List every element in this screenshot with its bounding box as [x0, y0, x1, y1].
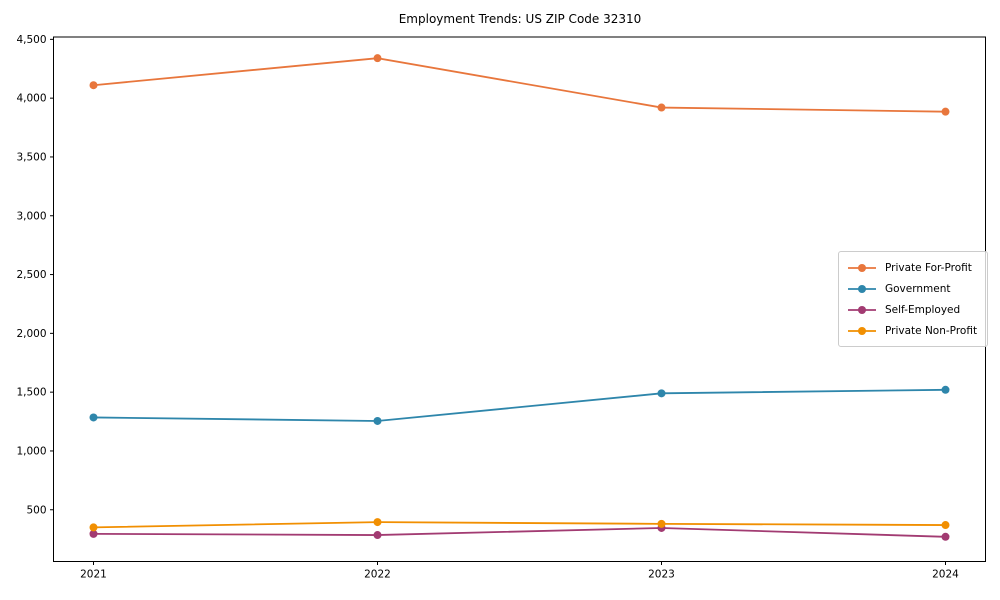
x-tick-label: 2021	[80, 569, 107, 581]
y-tick-label: 1,000	[16, 445, 46, 457]
data-point-self-employed	[373, 531, 382, 540]
data-point-government	[373, 416, 382, 425]
legend-label: Government	[885, 282, 951, 295]
legend-label: Private For-Profit	[885, 261, 972, 274]
x-tick-label: 2022	[364, 569, 391, 581]
data-point-private-non-profit	[941, 521, 950, 530]
series-line-private-for-profit	[93, 57, 946, 113]
y-tick-label: 3,500	[16, 151, 46, 163]
legend-line-marker-icon	[848, 326, 876, 335]
x-tick-label: 2023	[648, 569, 675, 581]
data-point-self-employed	[941, 532, 950, 541]
data-point-private-for-profit	[373, 54, 382, 63]
legend-line-marker-icon	[848, 284, 876, 293]
legend-line-marker-icon	[848, 263, 876, 272]
legend-label: Self-Employed	[885, 303, 961, 316]
x-tick-label: 2024	[932, 569, 959, 581]
y-tick-label: 2,000	[16, 328, 46, 340]
data-point-government	[941, 385, 950, 394]
data-point-private-non-profit	[657, 519, 666, 528]
y-tick-label: 4,000	[16, 93, 46, 105]
legend-label: Private Non-Profit	[885, 324, 978, 337]
y-tick-label: 2,500	[16, 269, 46, 281]
data-point-private-non-profit	[89, 523, 98, 532]
y-tick-label: 3,000	[16, 210, 46, 222]
data-point-private-for-profit	[89, 81, 98, 90]
y-tick-label: 500	[26, 504, 46, 516]
series-line-government	[93, 388, 946, 422]
y-tick-label: 1,500	[16, 387, 46, 399]
data-point-private-for-profit	[941, 107, 950, 116]
data-point-private-for-profit	[657, 103, 666, 112]
data-point-self-employed	[89, 529, 98, 538]
data-point-private-non-profit	[373, 518, 382, 527]
legend-item-private-for-profit: Private For-Profit	[847, 257, 977, 278]
series-line-private-non-profit	[93, 521, 946, 529]
data-point-government	[657, 389, 666, 398]
data-point-government	[89, 413, 98, 422]
legend: Private For-Profit Government Self-Employe…	[838, 251, 989, 347]
series-line-self-employed	[93, 527, 946, 538]
y-tick-label: 4,500	[16, 34, 46, 46]
legend-line-marker-icon	[848, 305, 876, 314]
legend-item-private-non-profit: Private Non-Profit	[847, 320, 977, 341]
chart-title: Employment Trends: US ZIP Code 32310	[398, 12, 642, 26]
legend-item-self-employed: Self-Employed	[847, 299, 977, 320]
legend-item-government: Government	[847, 278, 977, 299]
